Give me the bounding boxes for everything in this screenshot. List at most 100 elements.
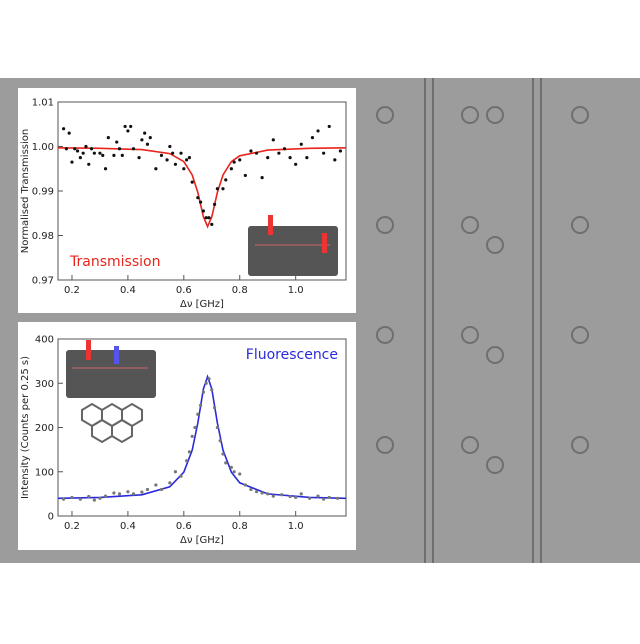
data-point bbox=[123, 124, 127, 129]
data-point bbox=[322, 497, 326, 501]
data-point bbox=[254, 151, 259, 155]
data-point bbox=[221, 452, 225, 456]
data-point bbox=[106, 136, 110, 140]
data-point bbox=[212, 405, 217, 410]
data-point bbox=[179, 474, 183, 478]
data-point bbox=[338, 149, 343, 153]
data-point bbox=[168, 144, 172, 149]
data-point bbox=[207, 216, 211, 220]
data-point bbox=[78, 497, 82, 501]
micrograph-structures bbox=[376, 78, 589, 563]
data-point bbox=[154, 483, 158, 487]
data-point bbox=[336, 496, 340, 500]
data-point bbox=[316, 494, 320, 498]
data-point bbox=[333, 158, 337, 162]
data-point bbox=[201, 209, 205, 213]
data-point bbox=[187, 156, 192, 160]
x-axis-label: Δν [GHz] bbox=[180, 535, 224, 546]
data-point bbox=[210, 388, 214, 392]
x-tick-label: 0.4 bbox=[120, 521, 136, 532]
data-point bbox=[243, 483, 247, 487]
x-tick-label: 0.2 bbox=[64, 285, 80, 296]
data-point bbox=[277, 151, 281, 155]
molecule bbox=[81, 402, 143, 444]
data-point bbox=[305, 156, 309, 160]
data-point bbox=[196, 412, 200, 416]
data-point bbox=[131, 492, 136, 496]
data-point bbox=[98, 496, 102, 500]
x-tick-label: 0.6 bbox=[176, 285, 192, 296]
data-point bbox=[87, 162, 91, 166]
data-point bbox=[190, 434, 194, 438]
data-point bbox=[196, 196, 200, 200]
data-point bbox=[271, 494, 275, 498]
y-tick-label: 200 bbox=[35, 423, 54, 434]
data-point bbox=[129, 124, 133, 129]
data-point bbox=[173, 470, 178, 474]
data-point bbox=[201, 390, 205, 394]
data-point bbox=[148, 136, 152, 140]
data-point bbox=[73, 147, 77, 151]
data-point bbox=[115, 140, 119, 144]
data-point bbox=[229, 167, 233, 171]
data-point bbox=[70, 160, 74, 164]
data-point bbox=[210, 222, 214, 226]
y-tick-label: 0.97 bbox=[32, 276, 54, 287]
y-tick-label: 0 bbox=[48, 512, 54, 523]
data-point bbox=[84, 144, 88, 149]
data-point bbox=[280, 493, 284, 497]
data-point bbox=[207, 377, 211, 381]
x-tick-label: 0.4 bbox=[120, 285, 136, 296]
data-point bbox=[254, 490, 259, 494]
data-point bbox=[145, 487, 150, 492]
data-point bbox=[260, 176, 264, 180]
inset-crystal bbox=[66, 340, 156, 398]
x-tick-label: 1.0 bbox=[288, 285, 304, 296]
data-point bbox=[131, 147, 136, 151]
data-point bbox=[190, 180, 194, 184]
data-point bbox=[238, 472, 242, 476]
data-point bbox=[310, 136, 315, 140]
data-point bbox=[327, 495, 331, 500]
data-point bbox=[224, 461, 228, 465]
data-point bbox=[316, 129, 320, 133]
y-tick-label: 0.98 bbox=[32, 231, 54, 242]
x-tick-label: 0.8 bbox=[232, 285, 248, 296]
annotation: Fluorescence bbox=[246, 347, 338, 363]
data-point bbox=[327, 124, 331, 129]
data-point bbox=[126, 129, 130, 133]
data-point bbox=[204, 216, 208, 220]
data-point bbox=[87, 494, 91, 499]
data-point bbox=[229, 465, 233, 469]
data-point bbox=[232, 470, 236, 474]
data-point bbox=[299, 142, 303, 146]
data-point bbox=[193, 425, 197, 430]
data-point bbox=[238, 158, 242, 162]
data-point bbox=[294, 495, 298, 500]
y-axis-label: Normalised Transmission bbox=[20, 129, 31, 253]
data-point bbox=[112, 491, 116, 495]
data-point bbox=[112, 153, 116, 157]
data-point bbox=[218, 439, 222, 443]
data-point bbox=[243, 173, 247, 178]
data-point bbox=[173, 162, 178, 166]
x-tick-label: 1.0 bbox=[288, 521, 304, 532]
data-point bbox=[168, 481, 172, 485]
data-point bbox=[249, 487, 253, 492]
x-tick-label: 0.2 bbox=[64, 521, 80, 532]
data-point bbox=[204, 381, 208, 385]
data-point bbox=[154, 167, 158, 171]
data-point bbox=[271, 138, 275, 142]
data-point bbox=[232, 160, 236, 164]
fit-curve bbox=[57, 147, 347, 229]
data-point bbox=[322, 151, 326, 155]
data-point bbox=[215, 187, 219, 191]
data-point bbox=[187, 450, 192, 454]
data-point bbox=[92, 498, 96, 502]
y-tick-label: 300 bbox=[35, 379, 54, 390]
data-point bbox=[117, 147, 122, 151]
data-point bbox=[101, 153, 105, 157]
data-point bbox=[67, 131, 71, 135]
data-point bbox=[294, 162, 298, 166]
